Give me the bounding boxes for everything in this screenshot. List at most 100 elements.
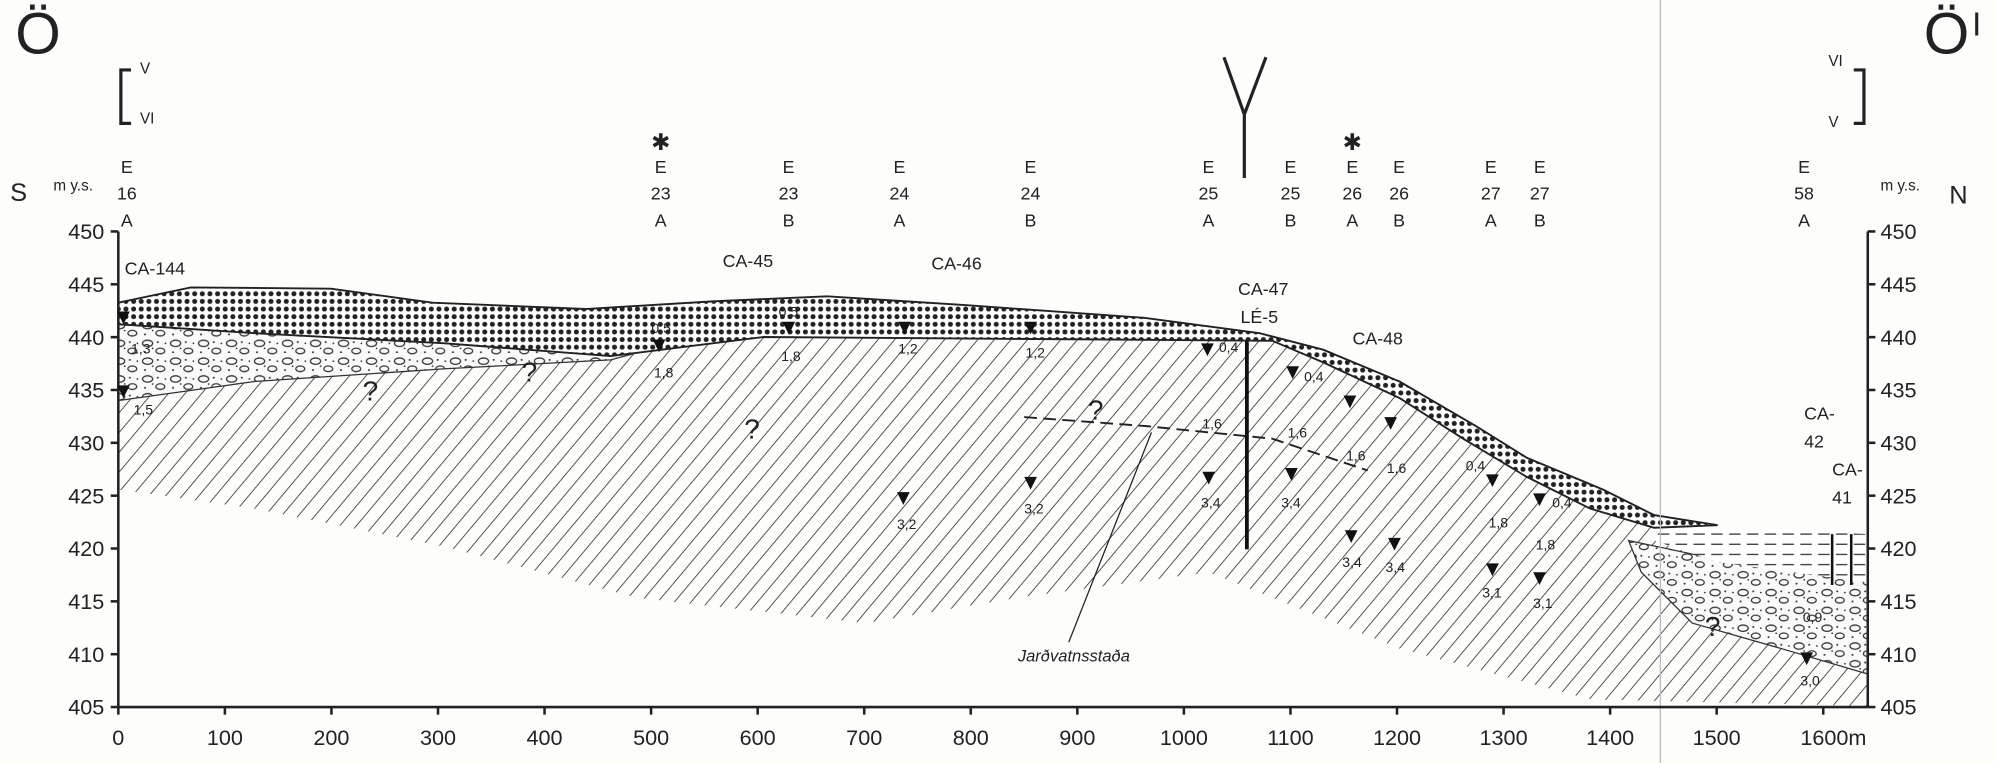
water-level-label: 3,1 [1482,585,1502,601]
x-tick-label: 200 [313,725,349,750]
profile-label: CA-144 [125,259,185,279]
profile-label: CA-47 [1238,279,1288,299]
water-level-label: 1,8 [654,365,674,381]
water-level-label: 1,8 [1489,515,1509,531]
borehole-label: E [1798,157,1810,177]
water-level-label: 0,9 [1803,609,1823,625]
bedrock [118,324,1867,707]
borehole-label: 16 [117,184,137,204]
water-level-label: 3,0 [1800,672,1820,688]
water-level-label: 0,4 [1219,339,1239,355]
y-unit-right: m y.s. [1880,178,1920,195]
bracket-left [121,70,131,123]
water-level-label: 1,6 [1288,424,1308,440]
profile-label: 42 [1804,432,1824,452]
x-tick-label: 700 [846,725,882,750]
borehole-label: 26 [1389,184,1409,204]
borehole-label: E [1202,157,1214,177]
direction-left: S [10,179,27,207]
x-tick-label: 400 [527,725,563,750]
water-level-label: 3,2 [897,516,917,532]
borehole-label: A [1202,210,1214,230]
water-level-label: 0,4 [1304,369,1324,385]
y-tick-label: 440 [1880,325,1916,350]
profile-label: CA-48 [1352,329,1403,349]
x-tick-label: 100 [207,725,243,750]
borehole-label: 26 [1342,184,1362,204]
x-tick-label: 900 [1059,725,1095,750]
water-level-label: 1,2 [898,341,918,357]
layers [118,0,1867,763]
profile-label: LÉ-5 [1241,307,1279,327]
borehole-symbol: ✱ [1343,129,1362,155]
x-tick-label: 500 [633,725,669,750]
profile-label: CA- [1832,460,1863,480]
profile-label: 41 [1832,488,1852,508]
water-level-label: 0,5 [651,320,671,336]
annotation: Jarðvatnsstaða [1017,646,1130,665]
y-tick-label: 410 [68,642,104,667]
y-tick-label: 405 [68,695,104,720]
profile-label: CA-46 [931,254,982,274]
borehole-symbol: ✱ [651,129,670,155]
y-unit-left: m y.s. [53,178,93,195]
borehole-label: A [893,210,905,230]
water-level-label: 3,4 [1281,494,1301,510]
x-tick-label: 600 [740,725,776,750]
x-tick-label: 1100 [1267,725,1313,750]
borehole-label: 58 [1794,184,1814,204]
corner-right: Ö [1924,1,1970,66]
borehole-label: E [1485,157,1497,177]
y-tick-label: 440 [68,325,104,350]
uncertain-mark: ? [522,357,538,388]
cross-section: Ö Ö I V VI VI V S N m y.s. m y.s. Jarðva… [0,0,1995,763]
x-tick-label: 1600m [1800,725,1866,750]
water-level-label: 3,4 [1386,559,1406,575]
borehole-label: E [1025,157,1037,177]
borehole-label: E [1285,157,1297,177]
water-level-label: 1,5 [134,402,154,418]
y-tick-label: 425 [68,483,104,508]
borehole-label: 25 [1281,184,1301,204]
borehole-label: 27 [1481,184,1501,204]
x-tick-label: 300 [420,725,456,750]
water-level-label: 1,3 [131,341,151,357]
borehole-label: B [1393,210,1405,230]
water-level-label: 0,4 [1552,494,1572,510]
borehole-label: E [1393,157,1405,177]
uncertain-mark: ? [1705,611,1721,642]
water-level-label: 3,2 [1024,501,1044,517]
y-tick-label: 415 [1880,589,1916,614]
borehole-label: E [783,157,795,177]
y-tick-label: 445 [1880,272,1916,297]
y-tick-label: 430 [68,430,104,455]
profile-label: CA- [1804,404,1835,424]
section-ref: V [1828,114,1839,131]
y-tick-label: 420 [1880,536,1916,561]
borehole-label: E [893,157,905,177]
water-level-label: 1,6 [1387,460,1407,476]
borehole-label: A [1346,210,1358,230]
y-tick-label: 425 [1880,483,1916,508]
water-level-label: 3,4 [1201,494,1221,510]
borehole-label: 24 [889,184,909,204]
corner-left: Ö [15,1,61,66]
section-ref: V [140,61,151,78]
bracket-right [1854,70,1864,123]
x-tick-label: 1000 [1160,725,1208,750]
water-level-label: 1,8 [1536,536,1556,552]
x-tick-label: 800 [953,725,989,750]
water-level-label: 1,2 [1025,344,1045,360]
section-ref: VI [1828,53,1842,70]
borehole-label: 23 [651,184,671,204]
borehole-label: B [783,210,795,230]
x-tick-label: 0 [112,725,124,750]
y-tick-label: 405 [1880,695,1916,720]
borehole-label: A [1485,210,1497,230]
uncertain-mark: ? [1088,395,1104,426]
borehole-label: A [655,210,667,230]
borehole-label: B [1025,210,1037,230]
x-tick-label: 1200 [1373,725,1421,750]
borehole-label: A [121,210,133,230]
x-tick-label: 1400 [1586,725,1634,750]
